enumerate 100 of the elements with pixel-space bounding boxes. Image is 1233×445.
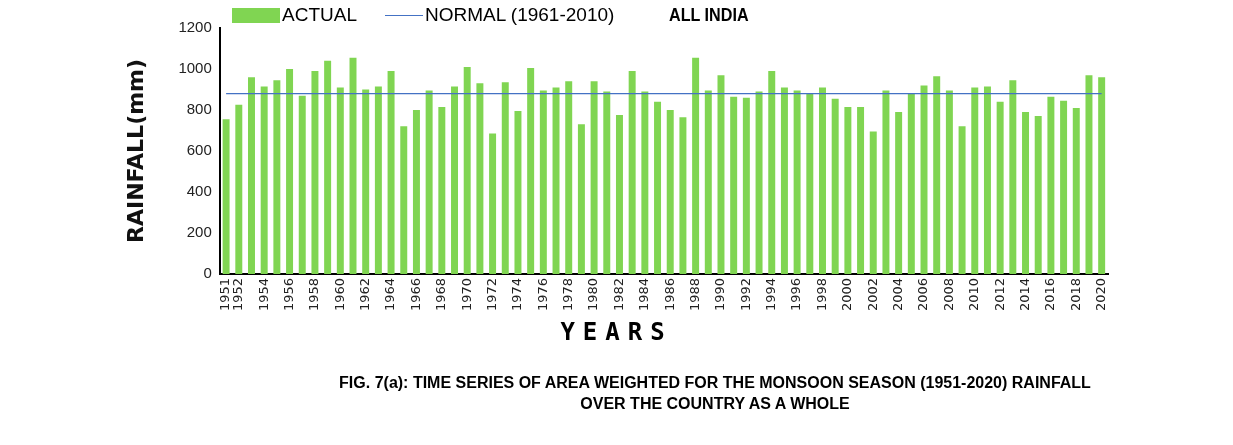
chart-title: ALL INDIA (669, 4, 749, 26)
x-tick-label: 1984 (636, 277, 652, 312)
bar (983, 86, 991, 274)
bar (679, 117, 687, 274)
x-tick-label: 1951 (217, 277, 233, 312)
legend-label: ACTUAL (282, 4, 357, 26)
bar (400, 126, 408, 274)
x-tick-label: 2004 (890, 277, 906, 312)
x-tick-label: 1956 (280, 277, 296, 312)
legend-label: NORMAL (1961-2010) (424, 4, 615, 26)
bar (692, 57, 700, 274)
bar (273, 80, 281, 274)
bar (451, 86, 459, 274)
x-tick-label: 2006 (915, 277, 931, 312)
x-tick-label: 2012 (991, 277, 1007, 312)
y-tick-label: 1200 (178, 18, 212, 36)
bar (958, 126, 966, 274)
bar (819, 87, 826, 274)
bar (1072, 107, 1080, 274)
bar (1085, 75, 1093, 274)
bar (298, 95, 306, 274)
bar (615, 115, 623, 274)
x-axis-title: YEARS (559, 318, 674, 346)
x-tick-label: 1954 (255, 277, 271, 312)
bar (857, 106, 865, 274)
bar (577, 124, 585, 274)
y-tick-label: 400 (186, 182, 212, 200)
bar (412, 109, 420, 274)
y-tick-label: 0 (203, 264, 212, 282)
x-tick-label: 1952 (230, 277, 246, 312)
bar (235, 104, 243, 274)
y-tick-label: 600 (186, 141, 212, 159)
bar (438, 106, 446, 274)
bar (311, 71, 319, 274)
y-tick-label: 800 (186, 100, 212, 118)
x-tick-label: 1958 (306, 277, 322, 312)
bar (362, 89, 370, 274)
bar (1060, 100, 1068, 274)
bar (603, 91, 611, 274)
y-axis-title: RAINFALL(mm) (122, 58, 148, 243)
bar (324, 60, 332, 274)
bar (666, 109, 674, 274)
bar (768, 71, 776, 274)
bar (730, 96, 738, 274)
x-tick-label: 1976 (534, 277, 550, 312)
x-tick-label: 1998 (813, 277, 829, 312)
bar (742, 97, 750, 274)
bar (704, 90, 712, 274)
x-tick-label: 1982 (610, 277, 626, 312)
bar (996, 101, 1004, 274)
bar (539, 90, 547, 274)
bar (463, 66, 471, 274)
bar (831, 98, 839, 274)
x-tick-label: 1990 (712, 277, 728, 312)
x-tick-label: 1992 (737, 277, 753, 312)
x-tick-label: 2000 (839, 277, 855, 312)
bar (336, 87, 344, 274)
x-tick-label: 1960 (331, 277, 347, 312)
bar (945, 90, 953, 274)
x-tick-label: 2014 (1016, 277, 1032, 312)
bar (844, 106, 852, 274)
x-tick-label: 1966 (407, 277, 423, 312)
bar (489, 133, 497, 274)
bar (755, 91, 763, 274)
bar (565, 81, 573, 274)
bar (1034, 116, 1042, 274)
bar (387, 71, 395, 274)
bar (1098, 77, 1106, 274)
bar (654, 101, 662, 274)
bar (476, 83, 484, 274)
x-tick-label: 1978 (560, 277, 576, 312)
x-tick-label: 1962 (357, 277, 373, 312)
x-tick-label: 1970 (458, 277, 474, 312)
x-tick-label: 1988 (686, 277, 702, 312)
x-tick-label: 1968 (433, 277, 449, 312)
bar (717, 75, 725, 274)
bar (527, 67, 535, 274)
bar (907, 93, 915, 274)
bar (971, 87, 979, 274)
y-tick-label: 1000 (178, 59, 212, 77)
x-tick-label: 1996 (788, 277, 804, 312)
bar (895, 112, 903, 274)
bar (628, 71, 636, 274)
x-tick-label: 2020 (1093, 277, 1109, 312)
bar (590, 81, 598, 274)
bar (1047, 96, 1055, 274)
bar (806, 93, 814, 274)
bar (869, 131, 877, 274)
bar (514, 111, 522, 274)
bar (882, 90, 890, 274)
bar (260, 86, 268, 274)
x-tick-label: 2008 (940, 277, 956, 312)
x-tick-label: 2010 (966, 277, 982, 312)
x-tick-label: 1972 (483, 277, 499, 312)
x-tick-label: 1974 (509, 277, 525, 312)
bar (286, 68, 294, 274)
bar (425, 90, 433, 274)
x-tick-label: 1986 (661, 277, 677, 312)
bar (641, 91, 649, 274)
bar (793, 90, 801, 274)
